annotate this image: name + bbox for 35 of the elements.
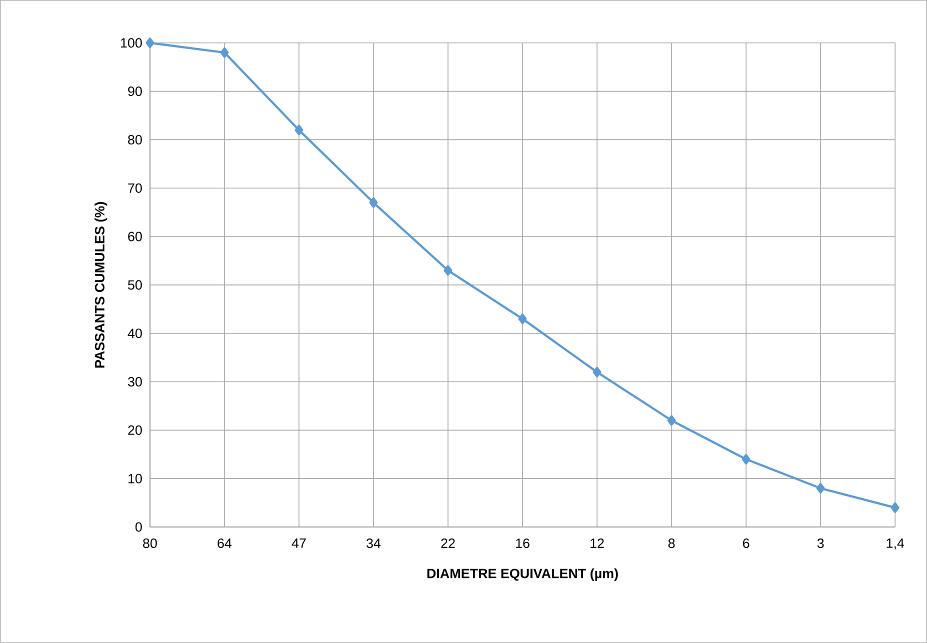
x-tick-label: 12 [590, 538, 604, 548]
point [742, 454, 750, 465]
point [220, 47, 229, 58]
x-tick-label: 3 [817, 538, 824, 548]
y-tick-label: 20 [128, 425, 142, 435]
y-tick-label: 10 [128, 474, 142, 484]
point [369, 197, 378, 208]
y-tick-label: 60 [128, 232, 142, 242]
x-tick-label: 6 [743, 538, 750, 548]
x-tick-label: 64 [218, 538, 232, 548]
y-tick-label: 40 [128, 328, 142, 338]
point [667, 415, 676, 426]
x-tick-label: 80 [143, 538, 157, 548]
point [444, 265, 452, 276]
y-axis-title: PASSANTS CUMULES (%) [94, 202, 108, 368]
y-tick-label: 80 [128, 134, 142, 144]
x-tick-label: 16 [516, 538, 530, 548]
y-tick-label: 70 [128, 183, 142, 193]
x-tick-label: 1,4 [886, 538, 904, 550]
y-tick-label: 100 [121, 38, 142, 48]
point [294, 124, 304, 136]
y-tick-label: 0 [135, 522, 142, 532]
point [146, 38, 154, 48]
point [592, 366, 602, 378]
x-tick-label: 22 [441, 538, 455, 548]
y-tick-label: 30 [128, 377, 142, 387]
x-tick-label: 8 [668, 538, 675, 548]
point [816, 483, 825, 494]
y-tick-label: 90 [128, 86, 142, 96]
x-tick-label: 47 [292, 538, 306, 548]
point [518, 314, 527, 324]
y-tick-label: 50 [128, 280, 142, 290]
point [890, 502, 900, 513]
x-tick-label: 34 [366, 538, 381, 548]
x-axis-title: DIAMETRE EQUIVALENT (µm) [427, 568, 618, 581]
